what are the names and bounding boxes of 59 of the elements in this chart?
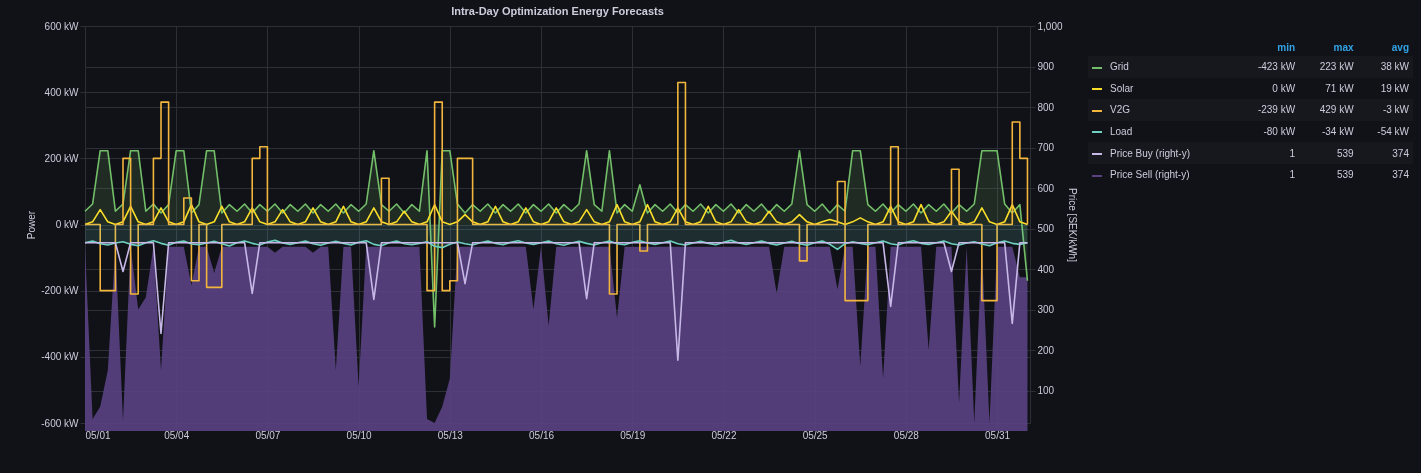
x-tick-label: 05/19 [620,429,646,441]
x-tick-label: 05/31 [985,429,1011,441]
x-tick-label: 05/28 [893,429,920,441]
text: -54 kW [1376,125,1410,140]
y-tick-label: -200 kW [41,285,80,297]
text: -239 kW [1256,103,1297,118]
legend-label: Solar [1109,81,1135,96]
y2-tick-label: 400 [1037,263,1055,275]
text: 1 [1288,146,1297,161]
text: 374 [1391,168,1410,183]
text: 71 kW [1324,81,1355,96]
x-tick-label: 05/22 [711,429,737,441]
y2-tick-label: 300 [1037,304,1055,316]
text: -423 kW [1256,60,1297,75]
text: 38 kW [1379,60,1410,75]
y-tick-label: 0 kW [55,219,80,230]
text: -34 kW [1320,125,1355,140]
y-tick-label: 400 kW [44,86,80,98]
y2-axis-title: Price [SEK/kWh] [1066,188,1078,263]
text: 429 kW [1318,103,1355,118]
y2-tick-label: 900 [1037,61,1055,73]
text: 223 kW [1318,60,1355,75]
legend-label: Price Buy (right-y) [1109,146,1191,161]
y-axis-title: Power [26,210,38,240]
y-tick-label: -400 kW [41,351,80,363]
text: -80 kW [1262,125,1297,140]
x-tick-label: 05/25 [802,429,829,441]
text: min [1276,40,1297,55]
x-tick-label: 05/01 [85,429,111,441]
x-tick-label: 05/13 [437,429,464,441]
y2-tick-label: 500 [1037,223,1055,235]
text: avg [1390,40,1410,55]
y2-tick-label: 800 [1037,101,1055,113]
text: 0 kW [1271,81,1297,96]
legend-label: Load [1109,125,1134,140]
x-tick-label: 05/07 [255,429,281,441]
text: 539 [1335,168,1355,183]
y2-tick-label: 200 [1037,344,1055,356]
text: 539 [1335,146,1355,161]
y2-tick-label: 100 [1037,385,1055,397]
x-tick-label: 05/04 [164,429,190,441]
text: 1 [1288,168,1297,183]
text: 19 kW [1379,81,1410,96]
y2-tick-label: 1,000 [1037,20,1063,32]
x-tick-label: 05/10 [346,429,373,441]
y-tick-label: 600 kW [44,20,80,32]
legend-label: Grid [1109,60,1130,75]
text: -3 kW [1381,103,1410,118]
chart-title: Intra-Day Optimization Energy Forecasts [451,5,664,17]
y-tick-label: -600 kW [41,417,80,429]
legend-label: V2G [1109,103,1131,118]
y2-tick-label: 600 [1037,182,1055,194]
y2-tick-label: 700 [1037,142,1055,154]
line-series [84,203,1029,226]
y-tick-label: 200 kW [44,152,80,164]
x-tick-label: 05/16 [529,429,555,441]
legend-label: Price Sell (right-y) [1109,168,1191,183]
text: 374 [1391,146,1410,161]
text: max [1332,40,1355,55]
